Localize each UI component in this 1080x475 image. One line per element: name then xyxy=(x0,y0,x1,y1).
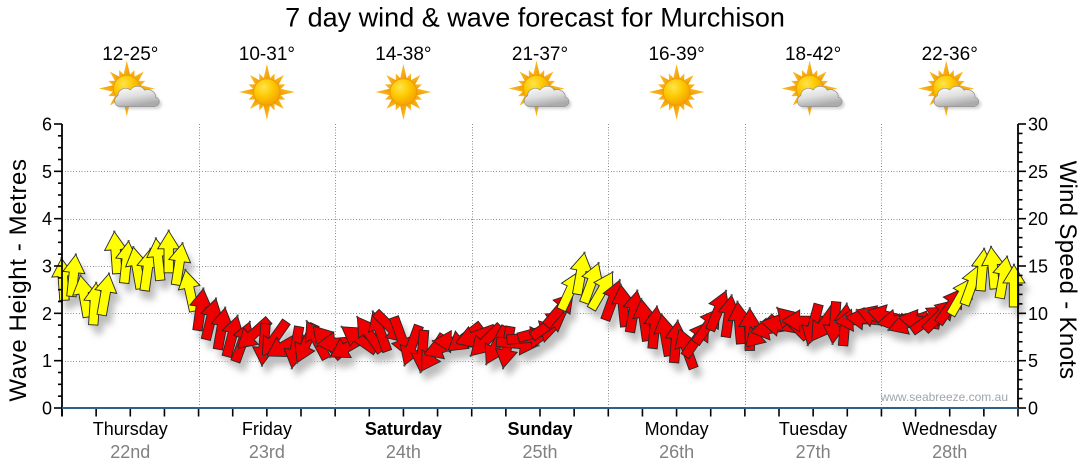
svg-text:18-42°: 18-42° xyxy=(785,44,841,65)
svg-text:24th: 24th xyxy=(386,442,421,462)
svg-text:www.seabreeze.com.au: www.seabreeze.com.au xyxy=(880,390,1008,404)
svg-text:Wind Speed - Knots: Wind Speed - Knots xyxy=(1054,161,1080,380)
svg-text:Saturday: Saturday xyxy=(365,419,442,439)
svg-text:27th: 27th xyxy=(796,442,831,462)
svg-text:12-25°: 12-25° xyxy=(102,44,158,65)
svg-text:5: 5 xyxy=(1028,351,1038,371)
svg-text:1: 1 xyxy=(42,351,52,371)
svg-text:0: 0 xyxy=(1028,399,1038,419)
svg-text:Thursday: Thursday xyxy=(93,419,168,439)
svg-text:5: 5 xyxy=(42,162,52,182)
svg-text:10-31°: 10-31° xyxy=(239,44,295,65)
svg-text:21-37°: 21-37° xyxy=(512,44,568,65)
svg-text:Sunday: Sunday xyxy=(507,419,572,439)
svg-text:4: 4 xyxy=(42,209,52,229)
svg-text:14-38°: 14-38° xyxy=(375,44,431,65)
svg-text:Friday: Friday xyxy=(242,419,292,439)
svg-text:26th: 26th xyxy=(659,442,694,462)
svg-text:2: 2 xyxy=(42,304,52,324)
svg-text:15: 15 xyxy=(1028,257,1048,277)
svg-text:22nd: 22nd xyxy=(110,442,150,462)
svg-text:3: 3 xyxy=(42,257,52,277)
svg-text:6: 6 xyxy=(42,115,52,135)
svg-text:30: 30 xyxy=(1028,115,1048,135)
svg-text:22-36°: 22-36° xyxy=(922,44,978,65)
svg-text:0: 0 xyxy=(42,399,52,419)
svg-text:7 day wind & wave forecast for: 7 day wind & wave forecast for Murchison xyxy=(285,3,785,33)
svg-text:Wave Height - Metres: Wave Height - Metres xyxy=(5,158,32,401)
svg-text:16-39°: 16-39° xyxy=(648,44,704,65)
svg-text:25th: 25th xyxy=(522,442,557,462)
svg-text:28th: 28th xyxy=(932,442,967,462)
svg-text:Monday: Monday xyxy=(645,419,709,439)
svg-text:10: 10 xyxy=(1028,304,1048,324)
svg-text:Tuesday: Tuesday xyxy=(779,419,847,439)
svg-text:23rd: 23rd xyxy=(249,442,285,462)
svg-text:25: 25 xyxy=(1028,162,1048,182)
svg-text:20: 20 xyxy=(1028,209,1048,229)
svg-text:Wednesday: Wednesday xyxy=(902,419,997,439)
